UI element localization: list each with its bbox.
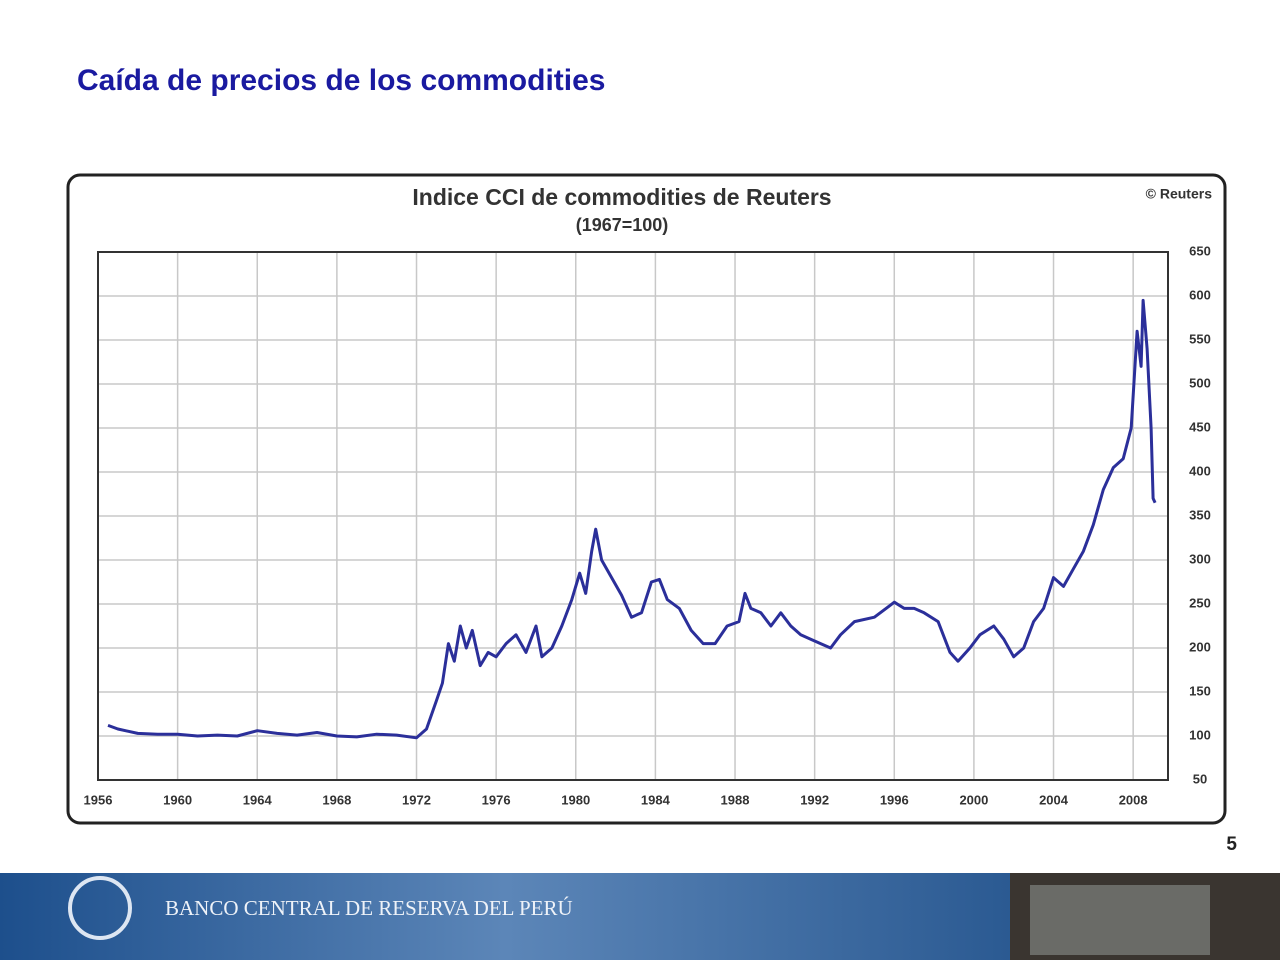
y-tick-label: 300 (1189, 551, 1211, 566)
y-tick-label: 50 (1193, 771, 1207, 786)
y-tick-label: 650 (1189, 243, 1211, 258)
footer-photo-detail (1030, 885, 1210, 955)
data-line (107, 298, 1157, 740)
x-tick-label: 1956 (84, 792, 113, 807)
x-tick-label: 1976 (482, 792, 511, 807)
footer-banner (0, 873, 1010, 960)
chart-title: Indice CCI de commodities de Reuters (412, 184, 831, 210)
x-tick-label: 1984 (641, 792, 671, 807)
y-tick-label: 350 (1189, 507, 1211, 522)
x-tick-label: 1972 (402, 792, 431, 807)
y-tick-label: 500 (1189, 375, 1211, 390)
chart-subtitle: (1967=100) (576, 215, 669, 235)
x-tick-label: 1988 (721, 792, 750, 807)
x-tick-label: 1968 (322, 792, 351, 807)
x-tick-label: 1980 (561, 792, 590, 807)
y-tick-label: 200 (1189, 639, 1211, 654)
footer-text: BANCO CENTRAL DE RESERVA DEL PERÚ (165, 896, 573, 920)
footer-logo (68, 876, 132, 940)
chart-credit: © Reuters (1146, 186, 1213, 202)
x-tick-label: 2008 (1119, 792, 1148, 807)
y-tick-label: 250 (1189, 595, 1211, 610)
y-tick-label: 400 (1189, 463, 1211, 478)
x-tick-label: 1964 (243, 792, 273, 807)
y-tick-label: 150 (1189, 683, 1211, 698)
plot-border (97, 251, 1169, 781)
y-tick-label: 100 (1189, 727, 1211, 742)
y-tick-label: 600 (1189, 287, 1211, 302)
x-tick-label: 2000 (959, 792, 988, 807)
x-tick-label: 2004 (1039, 792, 1069, 807)
y-tick-label: 550 (1189, 331, 1211, 346)
x-tick-label: 1996 (880, 792, 909, 807)
plot: 50 100 150 200 250 300 350 400 450 500 550 600 650 19… (84, 243, 1211, 807)
y-tick-label: 450 (1189, 419, 1211, 434)
page-number: 5 (1226, 834, 1237, 855)
x-tick-label: 1992 (800, 792, 829, 807)
x-tick-label: 1960 (163, 792, 192, 807)
slide-title: Caída de precios de los commodities (77, 64, 606, 97)
